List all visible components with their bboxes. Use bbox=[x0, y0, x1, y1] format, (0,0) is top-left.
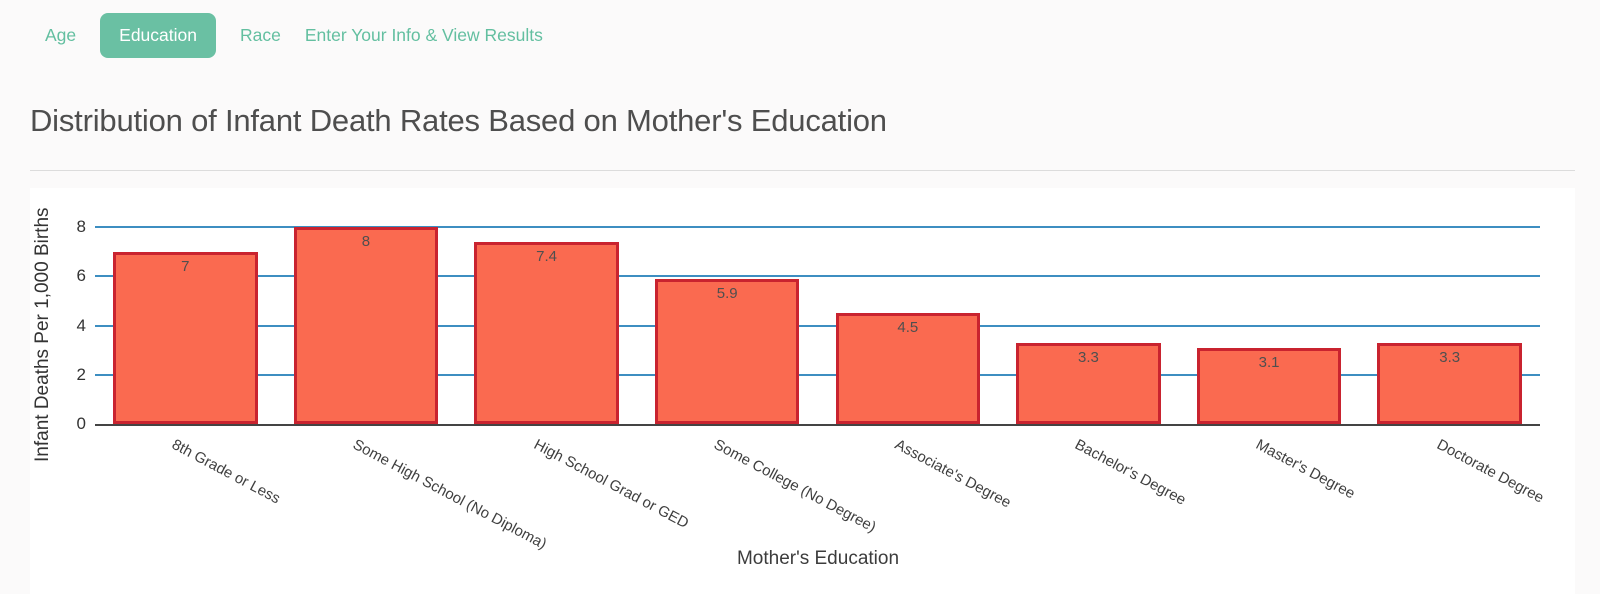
bar-value-label: 3.1 bbox=[1258, 353, 1280, 371]
y-tick-label-2: 2 bbox=[76, 364, 86, 384]
x-tick-label-1: Some High School (No Diploma) bbox=[349, 436, 550, 553]
gridline-6 bbox=[95, 275, 1540, 278]
gridline-2 bbox=[95, 373, 1540, 376]
bar-6[interactable]: 3.1 bbox=[1196, 347, 1342, 424]
x-axis-line bbox=[95, 424, 1540, 426]
bar-5[interactable]: 3.3 bbox=[1016, 342, 1161, 424]
bar-value-label: 5.9 bbox=[716, 284, 738, 302]
bar-3[interactable]: 5.9 bbox=[654, 278, 800, 424]
bar-0[interactable]: 7 bbox=[113, 251, 258, 424]
bar-7[interactable]: 3.3 bbox=[1377, 342, 1522, 424]
x-tick-label-2: High School Grad or GED bbox=[530, 436, 691, 533]
bar-chart: 0 2 4 6 8 7 8th Grade or Less 8 Some High School… bbox=[30, 188, 1575, 594]
tab-bar: Age Education Race Enter Your Info & Vie… bbox=[45, 12, 543, 58]
x-tick-label-7: Doctorate Degree bbox=[1433, 436, 1547, 507]
y-tick-label-0: 0 bbox=[76, 414, 86, 433]
tab-age[interactable]: Age bbox=[45, 24, 77, 45]
bar-value-label: 7 bbox=[181, 257, 190, 275]
bar-value-label: 7.4 bbox=[536, 247, 557, 265]
bar-value-label: 4.5 bbox=[897, 319, 919, 337]
gridline-4 bbox=[95, 324, 1540, 327]
tab-education[interactable]: Education bbox=[100, 12, 216, 58]
x-tick-label-5: Bachelor's Degree bbox=[1072, 436, 1189, 509]
page-title: Distribution of Infant Death Rates Based… bbox=[30, 103, 887, 138]
y-tick-label-8: 8 bbox=[76, 217, 86, 236]
bar-4[interactable]: 4.5 bbox=[835, 313, 981, 424]
x-tick-label-0: 8th Grade or Less bbox=[169, 436, 284, 508]
x-tick-label-4: Associate's Degree bbox=[891, 436, 1014, 512]
gridline-8 bbox=[95, 226, 1540, 228]
y-tick-label-4: 4 bbox=[76, 315, 86, 335]
chart-panel: Infant Deaths Per 1,000 Births 0 2 4 6 8 7 8th… bbox=[30, 188, 1575, 594]
x-tick-label-6: Master's Degree bbox=[1253, 436, 1358, 503]
y-tick-label-6: 6 bbox=[76, 266, 86, 286]
x-axis-title: Mother's Education bbox=[736, 548, 900, 569]
bar-value-label: 3.3 bbox=[1439, 348, 1461, 366]
bar-value-label: 8 bbox=[361, 233, 371, 250]
bar-2[interactable]: 7.4 bbox=[474, 241, 619, 424]
title-divider bbox=[30, 170, 1575, 171]
x-tick-label-3: Some College (No Degree) bbox=[711, 436, 879, 536]
tab-race[interactable]: Race bbox=[239, 24, 281, 45]
bar-value-label: 3.3 bbox=[1078, 348, 1099, 366]
tab-enter-info-view-results[interactable]: Enter Your Info & View Results bbox=[304, 24, 543, 45]
bar-1[interactable]: 8 bbox=[293, 227, 439, 424]
